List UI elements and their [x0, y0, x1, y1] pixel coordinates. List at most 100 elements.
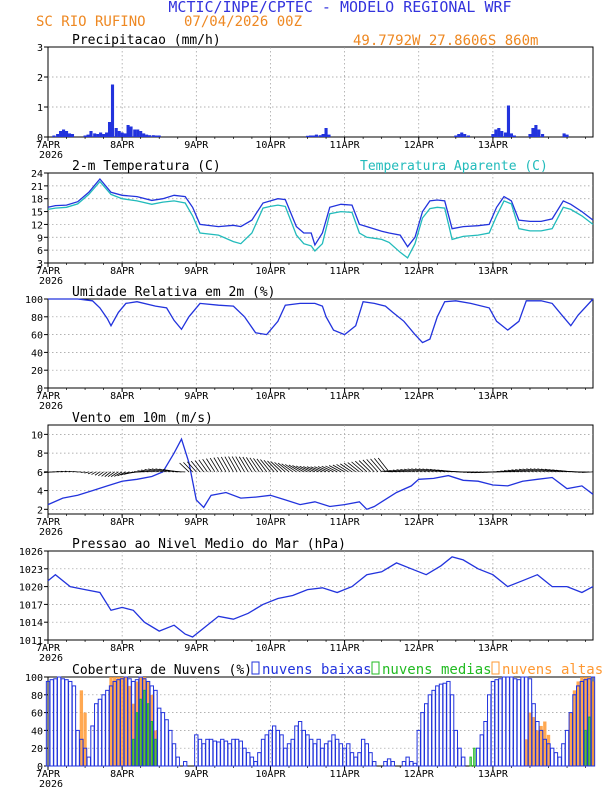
temp-xtick-label: 7APR — [36, 266, 61, 277]
precip-bar — [324, 128, 328, 137]
wind-barb — [144, 468, 156, 473]
cloud-low-bar — [223, 740, 229, 767]
clouds-xtick-label: 12APR — [404, 769, 435, 780]
wind-barb — [110, 471, 119, 477]
cloud-mid-bar — [469, 756, 472, 767]
precip-bar — [314, 134, 318, 137]
precip-bar — [89, 131, 93, 137]
cloud-low-bar — [90, 725, 95, 767]
precip-frame — [47, 46, 594, 138]
precip-bar — [120, 132, 124, 137]
cloud-low-bar — [401, 761, 407, 767]
wind-barb — [246, 457, 256, 473]
cloud-low-bar — [246, 752, 251, 767]
cloud-low-bar — [501, 676, 507, 767]
wind-barb — [515, 469, 527, 473]
cloud-low-bar — [446, 680, 451, 767]
precip-bar — [86, 134, 90, 137]
run-time: 07/04/2026 00Z — [184, 14, 302, 30]
cloud-low-bar — [331, 734, 336, 767]
wind-barb — [91, 471, 97, 475]
cloud-low-bar — [297, 721, 303, 767]
precip-bar — [93, 133, 97, 137]
wind-barb — [220, 456, 231, 473]
cloud-low-bar — [557, 756, 562, 767]
wind-barb — [500, 470, 512, 473]
precip-bar — [151, 135, 155, 137]
wind-barb — [263, 459, 275, 473]
cloud-low-bar — [260, 738, 266, 767]
wind-barb — [277, 462, 290, 473]
cloud-low-bar — [431, 689, 436, 767]
precip-bar — [110, 84, 115, 137]
cloud-low-bar — [479, 734, 484, 767]
wind-barb — [198, 459, 208, 473]
wind-barb — [107, 471, 115, 478]
precip-bar — [145, 134, 149, 137]
clouds-xtick-label: 11APR — [330, 769, 361, 780]
pressure-panel: 7APR 8APR 9APR 10APR 11APR 12APR 13APR 2026 1011… — [19, 537, 594, 664]
cloud-low-bar — [264, 734, 269, 767]
cloud-low-bar — [505, 676, 510, 767]
wind-barb — [328, 465, 342, 473]
cloud-low-bar — [561, 743, 566, 767]
cloud-low-bar — [257, 752, 262, 767]
wind-barb — [249, 457, 260, 473]
cloud-low-bar — [238, 740, 243, 767]
cloud-high-bar — [576, 681, 580, 766]
wind-ytick-label: 4 — [37, 487, 43, 498]
precip-bar — [327, 134, 331, 137]
precip-bar — [67, 133, 72, 137]
wind-ytick-label: 6 — [37, 468, 43, 479]
precip-bar — [102, 134, 106, 137]
precip-bar — [562, 133, 566, 137]
cloud-high-bar — [83, 712, 87, 766]
temp-xtick-label: 10APR — [255, 266, 286, 277]
wind-barb — [544, 468, 557, 473]
temp-legend-apparent: Temperatura Aparente (C) — [360, 159, 548, 174]
wind-barb — [355, 460, 368, 473]
wind-barb — [310, 466, 323, 473]
pressure-xtick-label: 13APR — [478, 643, 509, 654]
precip-xtick-label: 10APR — [255, 140, 286, 151]
cloud-low-bar — [105, 689, 110, 767]
precip-bar — [62, 129, 66, 137]
clouds-xtick-label: 7APR — [36, 769, 61, 780]
wind-barb — [120, 471, 130, 476]
precip-bar — [491, 134, 495, 137]
rh-xtick-label: 10APR — [255, 391, 286, 402]
precip-bar — [56, 134, 60, 137]
precip-bar — [114, 128, 118, 137]
cloud-low-bar — [171, 743, 177, 767]
cloud-low-bar — [327, 740, 332, 767]
wind-xtick-label: 9APR — [184, 517, 209, 528]
cloud-low-bar — [360, 738, 366, 767]
pressure-frame — [47, 550, 594, 641]
temp-ytick-label: 6 — [37, 246, 43, 257]
cloud-high-bar — [580, 677, 584, 766]
cloud-low-bar — [383, 761, 388, 767]
wind-ytick-label: 2 — [37, 505, 43, 516]
precip-year: 2026 — [39, 150, 63, 161]
cloud-low-bar — [346, 743, 351, 767]
rh-xtick-label: 13APR — [478, 391, 509, 402]
precip-bar — [494, 129, 498, 137]
precip-bar — [64, 131, 69, 137]
cloud-high-bar — [572, 690, 577, 766]
temp-ytick-label: 18 — [31, 195, 43, 206]
cloud-low-bar — [475, 747, 481, 767]
wind-ytick-label: 10 — [31, 430, 43, 441]
wind-barb — [381, 470, 393, 473]
cloud-low-bar — [197, 738, 203, 767]
cloud-low-bar — [212, 740, 218, 767]
cloud-high-bar — [79, 690, 84, 766]
cloud-low-bar — [416, 729, 421, 767]
precip-bar — [460, 132, 464, 137]
temp-series-line — [47, 177, 594, 248]
wind-barb — [407, 468, 419, 473]
wind-barb — [366, 459, 379, 473]
wind-barb — [224, 456, 234, 473]
cloud-low-bar — [457, 747, 462, 767]
wind-barb — [202, 458, 212, 473]
cloud-low-bar — [338, 743, 344, 767]
